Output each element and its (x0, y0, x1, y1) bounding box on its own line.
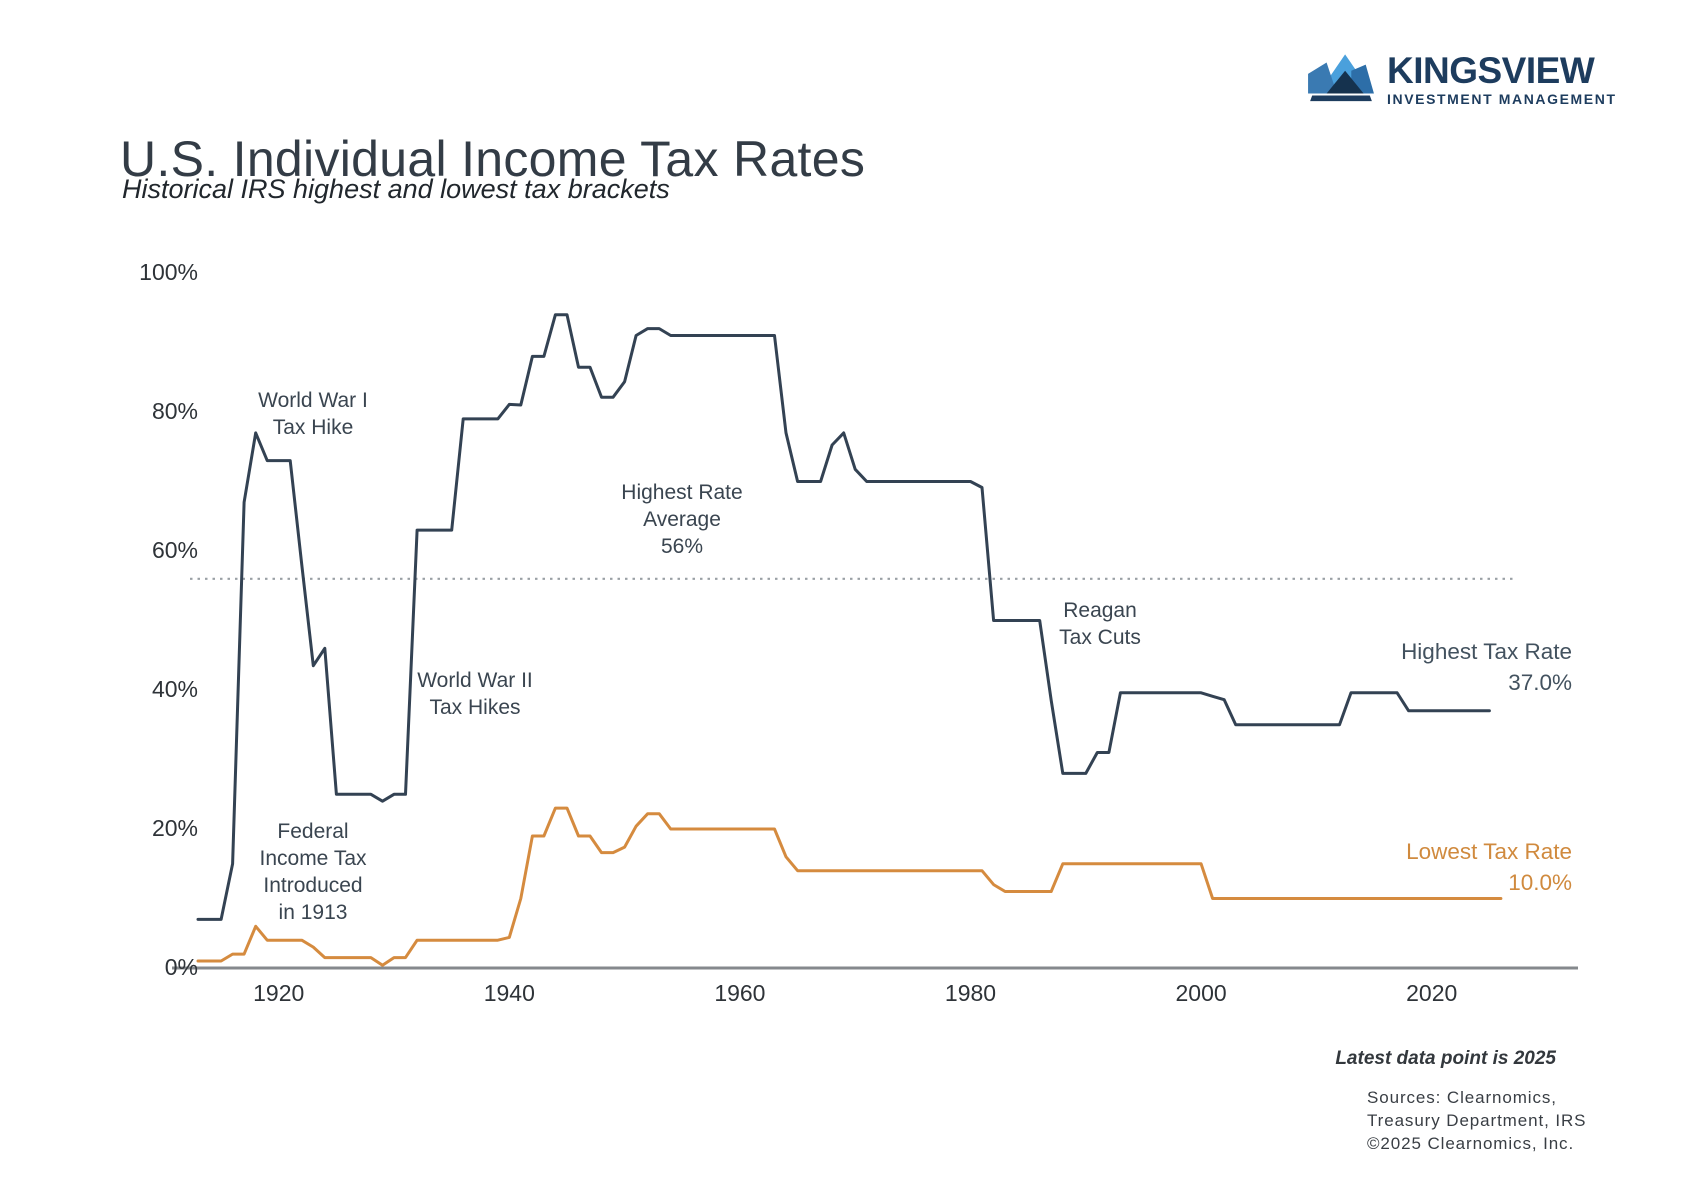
brand-logo: KINGSVIEW INVESTMENT MANAGEMENT (1306, 52, 1617, 107)
x-tick-label: 1920 (253, 980, 305, 1006)
y-tick-label: 60% (151, 537, 198, 563)
page-subtitle: Historical IRS highest and lowest tax br… (122, 174, 670, 204)
sources-block: Sources: Clearnomics, Treasury Departmen… (1367, 1086, 1586, 1155)
y-tick-label: 20% (151, 815, 198, 841)
lowest-tax-rate-line (196, 806, 1503, 967)
brand-name: KINGSVIEW (1387, 50, 1595, 91)
y-tick-label: 40% (151, 676, 198, 702)
highest-tax-rate-line (196, 313, 1491, 921)
annotation-highest-average: Highest Rate Average 56% (621, 481, 743, 558)
annotation-ww1: World War I Tax Hike (258, 389, 368, 439)
y-tick-label: 0% (164, 954, 198, 980)
sources-line: ©2025 Clearnomics, Inc. (1367, 1134, 1575, 1153)
latest-data-note: Latest data point is 2025 (1335, 1048, 1556, 1069)
crown-icon (1308, 54, 1374, 102)
x-tick-label: 2020 (1406, 980, 1458, 1006)
highest-tax-rate-label: Highest Tax Rate 37.0% (1401, 639, 1572, 695)
brand-tagline: INVESTMENT MANAGEMENT (1387, 91, 1617, 107)
y-tick-label: 100% (139, 259, 198, 285)
annotation-ww2: World War II Tax Hikes (417, 669, 533, 719)
brand-text: KINGSVIEW INVESTMENT MANAGEMENT (1387, 50, 1617, 108)
lowest-tax-rate-label: Lowest Tax Rate 10.0% (1406, 839, 1572, 895)
sources-line: Treasury Department, IRS (1367, 1111, 1587, 1130)
page-title: U.S. Individual Income Tax Rates (120, 130, 866, 187)
x-tick-label: 1960 (714, 980, 766, 1006)
annotation-reagan: Reagan Tax Cuts (1059, 599, 1141, 649)
x-tick-label: 1980 (944, 980, 997, 1006)
x-tick-label: 1940 (483, 980, 535, 1006)
y-tick-label: 80% (151, 398, 198, 424)
annotation-federal-income-tax: Federal Income Tax Introduced in 1913 (259, 820, 367, 924)
x-tick-label: 2000 (1175, 980, 1227, 1006)
sources-line: Sources: Clearnomics, (1367, 1088, 1557, 1107)
